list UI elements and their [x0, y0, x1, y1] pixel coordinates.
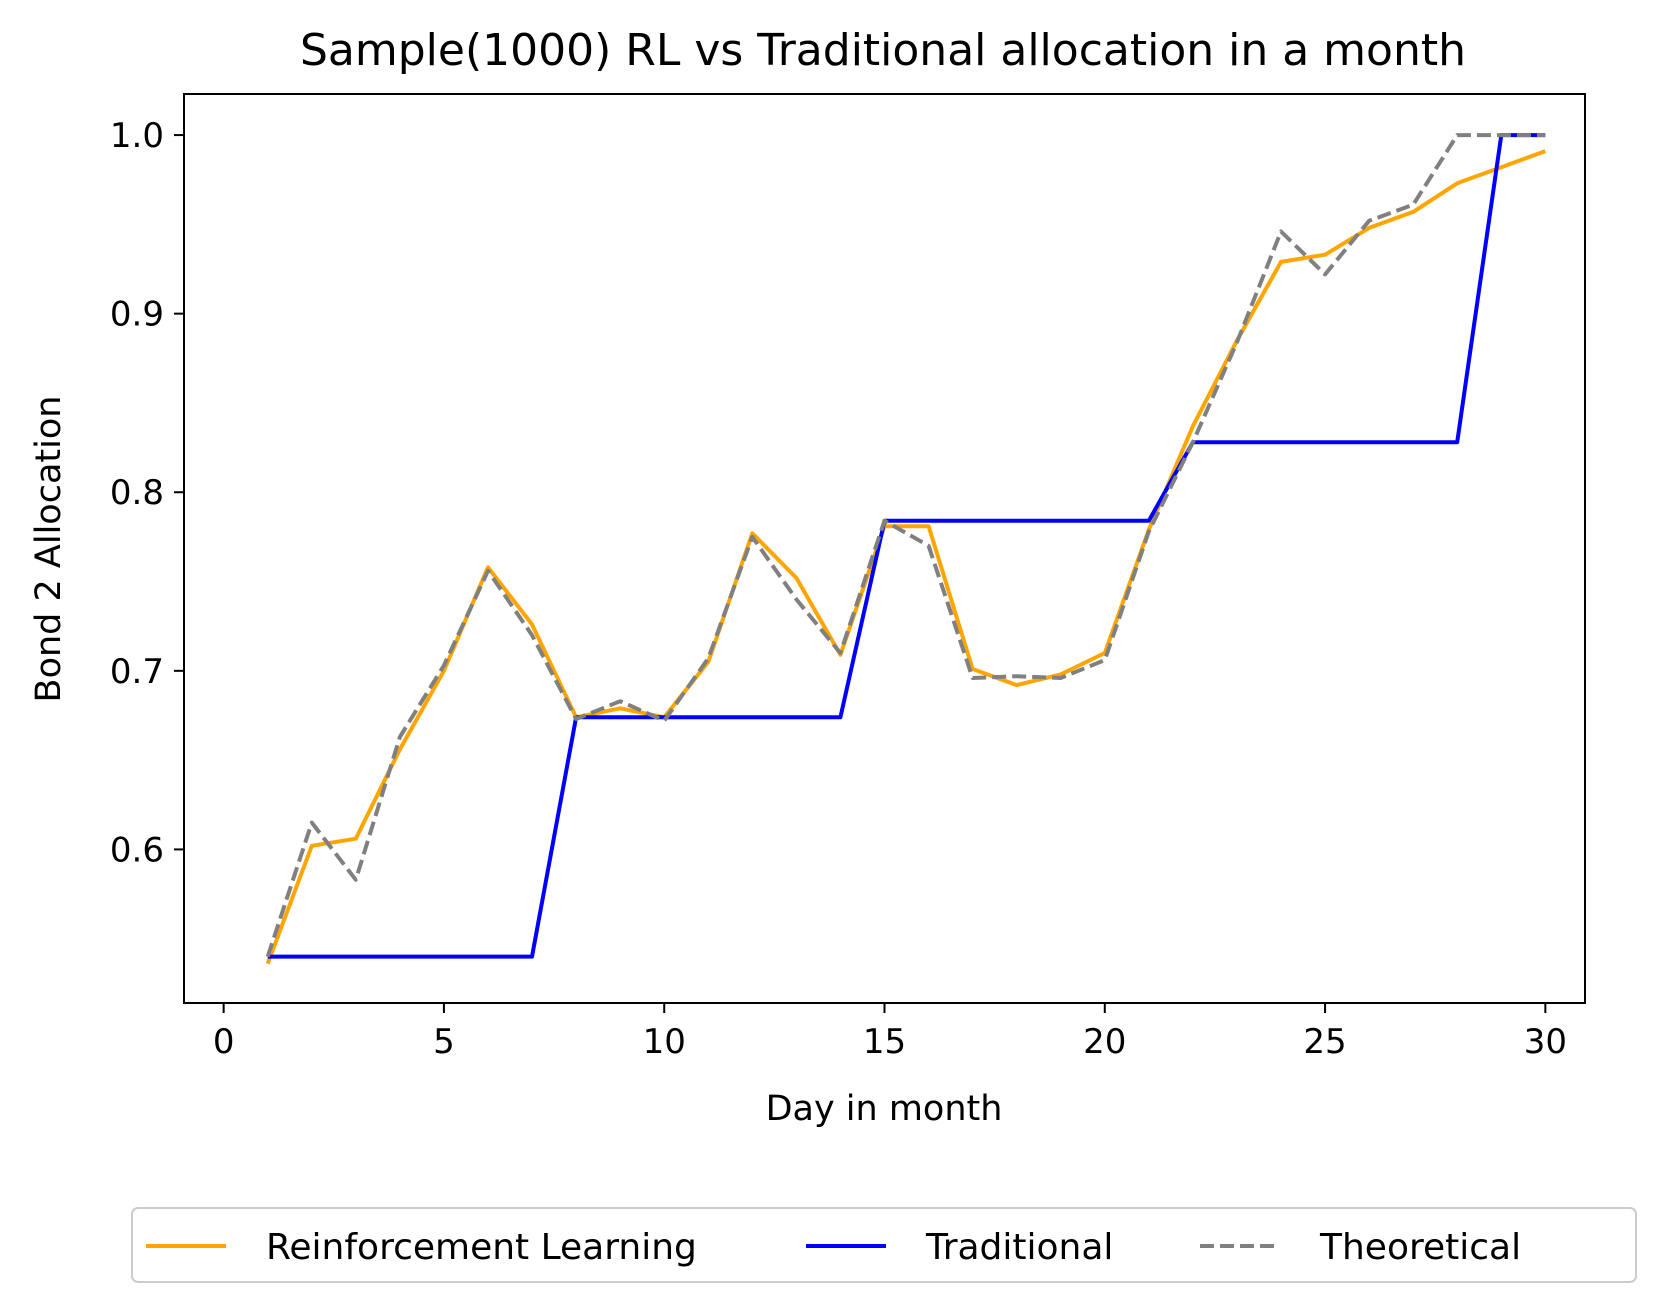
- y-tick-label: 0.6: [110, 830, 164, 870]
- series-line-traditional: [267, 133, 1546, 959]
- x-tick-label: 25: [1303, 1022, 1346, 1062]
- y-tick-label: 0.8: [110, 473, 164, 513]
- legend: Reinforcement Learning Traditional Theoret…: [131, 1207, 1637, 1283]
- x-tick-label: 15: [863, 1022, 906, 1062]
- series-line-reinforcement-learning: [265, 149, 1546, 965]
- chart-title: Sample(1000) RL vs Traditional allocatio…: [300, 25, 1466, 76]
- y-tick-label: 0.9: [110, 295, 164, 335]
- x-axis-label: Day in month: [766, 1089, 1003, 1129]
- plot-area: [183, 93, 1586, 1004]
- y-tick-label: 1.0: [110, 116, 164, 156]
- series-line-theoretical: [265, 133, 1546, 958]
- x-axis: 0 5 10 15 20 25 30: [213, 1003, 1567, 1062]
- x-tick-label: 10: [643, 1022, 686, 1062]
- x-tick-label: 30: [1524, 1022, 1567, 1062]
- legend-label: Theoretical: [1319, 1227, 1521, 1268]
- y-axis: 0.6 0.7 0.8 0.9 1.0: [110, 116, 184, 870]
- x-tick-label: 20: [1083, 1022, 1126, 1062]
- series-layer: [265, 133, 1546, 965]
- legend-items: Reinforcement Learning Traditional Theoret…: [146, 1227, 1521, 1268]
- x-tick-label: 0: [213, 1022, 235, 1062]
- x-tick-label: 5: [433, 1022, 455, 1062]
- y-tick-label: 0.7: [110, 652, 164, 692]
- plot-frame: [183, 93, 1586, 1004]
- legend-label: Traditional: [925, 1227, 1113, 1268]
- y-axis-label: Bond 2 Allocation: [29, 396, 69, 703]
- legend-label: Reinforcement Learning: [266, 1227, 697, 1268]
